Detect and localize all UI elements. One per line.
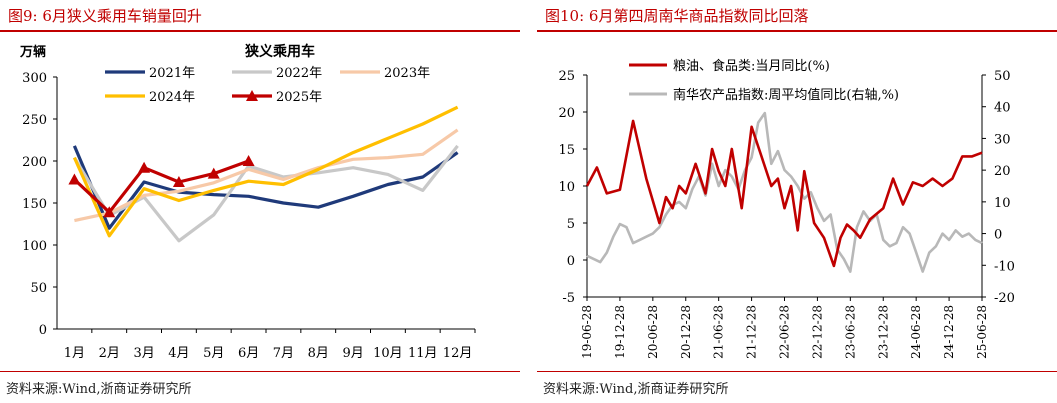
x-tick-label: 23-12-28: [876, 305, 890, 359]
right-panel: 图10: 6月第四周南华商品指数同比回落 -5 0 5 10 15 20 25 -20 -10 0…: [537, 0, 1057, 403]
series-line: [585, 119, 983, 268]
left-y-tick-label: 5: [567, 217, 575, 232]
legend-label: 粮油、食品类:当月同比(%): [673, 58, 830, 74]
title-rule: [537, 30, 1057, 32]
x-tick-label: 20-06-28: [646, 305, 660, 359]
left-y-tick-label: 15: [558, 143, 575, 158]
x-tick-label: 12月: [443, 346, 473, 361]
x-tick-label: 5月: [203, 346, 224, 361]
x-tick-label: 4月: [168, 346, 189, 361]
x-tick-label: 22-12-28: [810, 305, 824, 359]
series-line: [72, 105, 459, 238]
source-note: 资料来源:Wind,浙商证券研究所: [543, 382, 729, 397]
legend-marker: [246, 90, 258, 101]
x-tick-label: 19-12-28: [613, 305, 627, 359]
title-rule: [0, 30, 520, 32]
data-point-marker: [68, 173, 81, 185]
legend-label: 2022年: [276, 66, 322, 81]
x-tick-label: 24-12-28: [942, 305, 956, 359]
x-tick-label: 6月: [238, 346, 259, 361]
right-y-tick-label: 40: [994, 101, 1011, 116]
legend-label: 2024年: [149, 90, 195, 105]
series-line: [586, 111, 983, 273]
right-y-tick-label: -20: [994, 291, 1015, 306]
data-point-marker: [207, 167, 220, 179]
y-tick-label: 200: [22, 155, 47, 170]
left-y-tick-label: -5: [562, 291, 575, 306]
x-tick-label: 8月: [308, 346, 329, 361]
data-point-marker: [172, 176, 185, 187]
y-tick-label: 50: [30, 281, 47, 296]
x-tick-label: 10月: [373, 346, 403, 361]
series-line: [73, 144, 459, 243]
y-tick-label: 300: [22, 71, 47, 86]
left-y-tick-label: 25: [558, 69, 575, 84]
x-tick-label: 23-06-28: [843, 305, 857, 359]
legend-label: 2023年: [384, 66, 430, 81]
x-tick-label: 1月: [64, 346, 85, 361]
figure-title: 图10: 6月第四周南华商品指数同比回落: [545, 7, 809, 25]
chart-title: 狭义乘用车: [244, 43, 315, 60]
x-tick-label: 22-06-28: [778, 305, 792, 359]
source-rule: [537, 371, 1057, 372]
left-panel: 图9: 6月狭义乘用车销量回升 0 50 100 150 200 250 300 1月 2月 3月…: [0, 0, 520, 403]
x-tick-label: 24-06-28: [909, 305, 923, 359]
y-axis-unit: 万辆: [19, 44, 46, 60]
legend-label: 2025年: [276, 90, 322, 105]
left-chart: 0 50 100 150 200 250 300 1月 2月 3月 4月 5月 6月 7月 8月 9月 10月 1…: [19, 43, 476, 361]
data-point-marker: [103, 206, 116, 218]
figure-title: 图9: 6月狭义乘用车销量回升: [8, 7, 202, 25]
x-tick-label: 9月: [342, 346, 363, 361]
right-y-tick-label: 50: [994, 69, 1011, 84]
x-tick-label: 19-06-28: [580, 305, 594, 359]
series-line: [73, 159, 250, 214]
x-tick-label: 11月: [408, 346, 438, 361]
x-tick-label: 21-12-28: [745, 305, 759, 359]
left-y-tick-label: 10: [558, 180, 575, 195]
series-line: [72, 145, 459, 230]
right-y-tick-label: 0: [994, 228, 1002, 243]
right-y-tick-label: -10: [994, 259, 1015, 274]
x-tick-label: 2月: [99, 346, 120, 361]
y-tick-label: 0: [39, 323, 47, 338]
right-y-tick-label: 30: [994, 132, 1011, 147]
source-rule: [0, 371, 520, 372]
legend-label: 2021年: [149, 66, 195, 81]
x-tick-label: 25-06-28: [975, 305, 989, 359]
x-tick-label: 3月: [133, 346, 154, 361]
source-note: 资料来源:Wind,浙商证券研究所: [6, 382, 192, 397]
y-tick-label: 150: [22, 197, 47, 212]
legend-label: 南华农产品指数:周平均值同比(右轴,%): [673, 87, 899, 103]
x-tick-label: 21-06-28: [712, 305, 726, 359]
left-y-tick-label: 0: [567, 254, 575, 269]
y-tick-label: 100: [22, 239, 47, 254]
right-y-tick-label: 10: [994, 196, 1011, 211]
right-chart: -5 0 5 10 15 20 25 -20 -10 0 10 20 30 40 50 19-06-28 19-…: [558, 58, 1015, 359]
left-y-tick-label: 20: [558, 106, 575, 121]
data-point-marker: [242, 155, 255, 166]
right-y-tick-label: 20: [994, 164, 1011, 179]
data-point-marker: [138, 161, 151, 173]
x-tick-label: 7月: [273, 346, 294, 361]
x-tick-label: 20-12-28: [679, 305, 693, 359]
y-tick-label: 250: [22, 113, 47, 128]
